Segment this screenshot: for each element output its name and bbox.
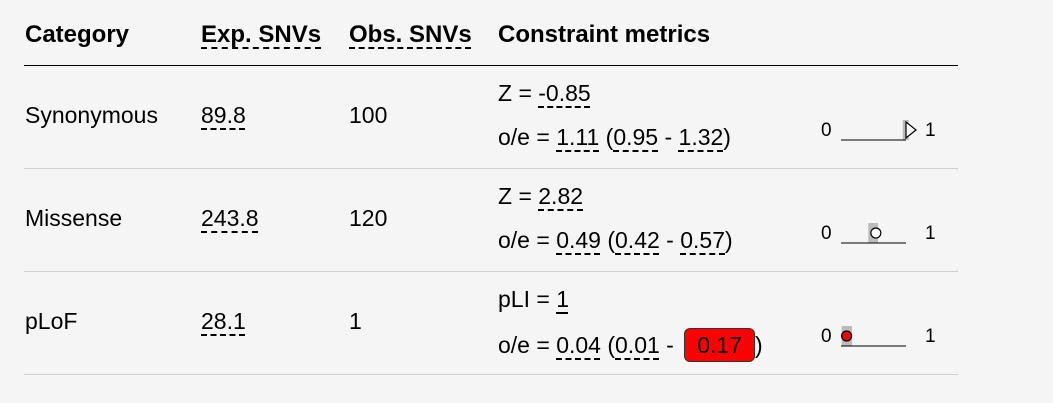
plot-max-label: 1 [925,223,936,244]
primary-metric-label: Z = [498,80,539,106]
observed-snvs-value: 100 [349,102,388,128]
ci-plot-svg [841,223,906,244]
plot-min-label: 0 [821,120,832,141]
category-cell: pLoF [25,308,78,334]
ci-upper-value[interactable]: 0.57 [680,227,725,253]
header-category: Category [25,21,130,48]
ci-plot-svg [840,326,906,347]
plot-min-label: 0 [821,223,832,244]
table-header: Category Exp. SNVs Obs. SNVs Constraint … [24,0,958,66]
open-paren: ( [607,227,616,253]
primary-metric: Z = -0.85 [498,78,591,108]
ci-dash: - [658,124,679,150]
primary-metric: Z = 2.82 [498,181,583,211]
table-row: pLoF 28.1 1 pLI = 1 o/e = 0.04 (0.01 - 0… [24,272,958,375]
expected-snvs-value[interactable]: 89.8 [201,102,246,128]
ci-upper-value-highlighted[interactable]: 0.17 [684,328,755,362]
oe-ci-plot: 0 1 [819,221,949,251]
oe-point-marker [840,330,853,342]
close-paren: ) [723,124,731,150]
category-cell: Missense [25,205,123,231]
ci-lower-value[interactable]: 0.01 [615,332,660,358]
header-constraint-metrics: Constraint metrics [498,21,711,48]
category-cell: Synonymous [25,102,158,128]
close-paren: ) [755,332,763,358]
ci-plot-svg [841,120,917,141]
primary-metric-label: pLI = [498,286,557,312]
oe-label: o/e = [498,124,557,150]
open-paren: ( [607,332,616,358]
table-row: Missense 243.8 120 Z = 2.82 o/e = 0.49 (… [24,169,958,272]
observed-snvs-value: 120 [349,205,388,231]
close-paren: ) [725,227,733,253]
expected-snvs-value[interactable]: 28.1 [201,308,246,334]
oe-label: o/e = [498,227,557,253]
plot-max-label: 1 [925,326,936,347]
oe-metric: o/e = 1.11 (0.95 - 1.32) [498,122,731,152]
header-exp-snvs[interactable]: Exp. SNVs [201,21,322,48]
oe-value[interactable]: 1.11 [556,124,600,150]
oe-point-marker [870,227,882,239]
oe-value[interactable]: 0.04 [556,332,601,358]
primary-metric: pLI = 1 [498,284,569,314]
ci-dash: - [659,332,681,358]
table-row: Synonymous 89.8 100 Z = -0.85 o/e = 1.11… [24,66,958,169]
oe-label: o/e = [498,332,557,358]
ci-lower-value[interactable]: 0.42 [615,227,660,253]
oe-value[interactable]: 0.49 [556,227,601,253]
header-obs-snvs[interactable]: Obs. SNVs [349,21,472,48]
observed-snvs-value: 1 [349,308,362,334]
ci-upper-value[interactable]: 1.32 [678,124,724,150]
ci-lower-value[interactable]: 0.95 [613,124,659,150]
ci-dash: - [659,227,681,253]
plot-max-label: 1 [925,120,936,141]
open-paren: ( [605,124,614,150]
primary-metric-value[interactable]: 2.82 [538,183,584,209]
oe-ci-plot: 0 1 [819,118,949,148]
expected-snvs-value[interactable]: 243.8 [201,205,259,231]
primary-metric-value[interactable]: -0.85 [538,80,591,106]
oe-metric: o/e = 0.04 (0.01 - 0.17) [498,328,763,362]
primary-metric-value[interactable]: 1 [556,286,569,312]
primary-metric-label: Z = [498,183,539,209]
oe-out-of-range-marker [905,120,917,140]
oe-metric: o/e = 0.49 (0.42 - 0.57) [498,225,733,255]
constraint-table: Category Exp. SNVs Obs. SNVs Constraint … [24,0,958,375]
plot-min-label: 0 [821,326,832,347]
oe-ci-plot: 0 1 [819,324,949,354]
